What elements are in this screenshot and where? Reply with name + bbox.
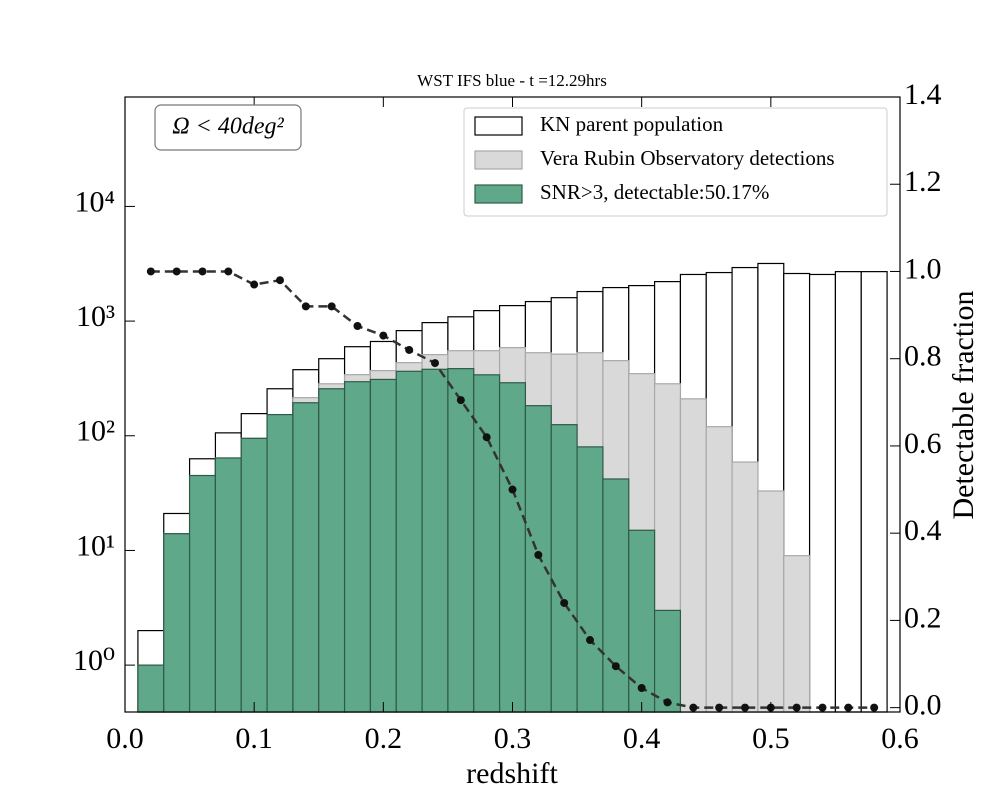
y-tick-label: 10⁰ (73, 644, 115, 677)
histogram-bar (705, 426, 733, 713)
annotation: Ω < 40deg² (172, 114, 284, 140)
fraction-point (405, 345, 414, 354)
fraction-point (482, 433, 491, 442)
histogram-bar (318, 388, 346, 713)
y2-axis-label: Detectable fraction (947, 290, 980, 519)
legend-swatch (474, 116, 523, 136)
fraction-point (379, 331, 388, 340)
fraction-point (172, 267, 181, 276)
fraction-point (431, 359, 439, 368)
histogram-bar (240, 437, 268, 713)
fraction-point (198, 267, 207, 276)
histogram-bar (266, 413, 294, 713)
fraction-point (792, 703, 801, 712)
histogram-bar (808, 273, 837, 713)
histogram-bar (576, 446, 604, 713)
fraction-point (611, 662, 620, 671)
x-tick-label: 0.3 (494, 722, 532, 755)
histogram-bar (188, 474, 217, 713)
legend: KN parent population Vera Rubin Observato… (463, 107, 888, 217)
histogram-bar (834, 271, 862, 713)
histogram-bar (679, 398, 707, 713)
histogram-bar (137, 664, 165, 713)
fraction-point (456, 396, 465, 405)
legend-box (463, 107, 888, 217)
x-axis-label: redshift (466, 757, 558, 790)
x-tick-label: 0.2 (365, 722, 403, 755)
fraction-point (663, 698, 672, 707)
legend-label: Vera Rubin Observatory detections (540, 146, 835, 170)
histogram-bar (783, 555, 811, 713)
y2-tick-label: 0.8 (904, 340, 942, 373)
fraction-point (560, 598, 569, 607)
fraction-point (715, 703, 724, 712)
x-tick-label: 0.1 (235, 722, 273, 755)
annotation-box (154, 104, 302, 151)
histogram-bar (473, 374, 501, 713)
y2-tick-label: 1.0 (904, 252, 942, 285)
fraction-point (689, 703, 698, 712)
y-tick-label: 10² (76, 415, 115, 448)
histogram-bar (421, 368, 449, 713)
y2-tick-label: 1.4 (904, 78, 942, 111)
x-tick-label: 0.6 (881, 722, 919, 755)
histogram-bar (757, 490, 785, 713)
histogram-bar (447, 368, 475, 713)
histogram-bar (214, 457, 242, 713)
fraction-point (870, 703, 879, 712)
histogram-bar (602, 478, 630, 713)
y2-tick-label: 0.2 (904, 601, 942, 634)
y2-tick-label: 0.4 (904, 514, 942, 547)
histogram-bar (292, 402, 320, 713)
fraction-point (818, 703, 827, 712)
x-tick-label: 0.0 (106, 722, 144, 755)
histogram-bar (395, 370, 423, 713)
legend-label: KN parent population (540, 112, 724, 136)
fraction-point (276, 276, 284, 285)
fraction-point (586, 636, 594, 645)
fraction-point (353, 321, 362, 330)
x-tick-label: 0.5 (752, 722, 790, 755)
fraction-point (301, 302, 310, 311)
y2-tick-label: 0.6 (904, 427, 942, 460)
legend-swatch (474, 150, 523, 170)
histogram-bar (860, 271, 888, 713)
fraction-point (637, 684, 646, 693)
y2-tick-label: 0.0 (904, 689, 942, 722)
x-tick-label: 0.4 (623, 722, 661, 755)
histogram-bar (369, 378, 397, 713)
histogram-bar (498, 382, 527, 713)
fraction-point (508, 485, 517, 494)
histogram-bar (163, 533, 191, 713)
fraction-point (224, 267, 233, 276)
fraction-point (534, 550, 543, 559)
fraction-point (250, 280, 259, 289)
fraction-point (741, 703, 749, 712)
y-tick-label: 10⁴ (75, 185, 115, 218)
y2-tick-label: 1.2 (904, 165, 942, 198)
fraction-point (146, 267, 155, 276)
y-tick-label: 10¹ (76, 529, 115, 562)
fraction-point (844, 703, 853, 712)
histogram-bar (550, 424, 578, 713)
y-tick-label: 10³ (76, 300, 115, 333)
legend-swatch (474, 184, 523, 204)
histogram-bar (343, 381, 372, 713)
fraction-point (327, 302, 336, 311)
chart-title: WST IFS blue - t =12.29hrs (417, 71, 607, 90)
histogram-bar (731, 461, 759, 713)
histogram-bar (653, 609, 682, 713)
legend-label: SNR>3, detectable:50.17% (540, 180, 769, 204)
